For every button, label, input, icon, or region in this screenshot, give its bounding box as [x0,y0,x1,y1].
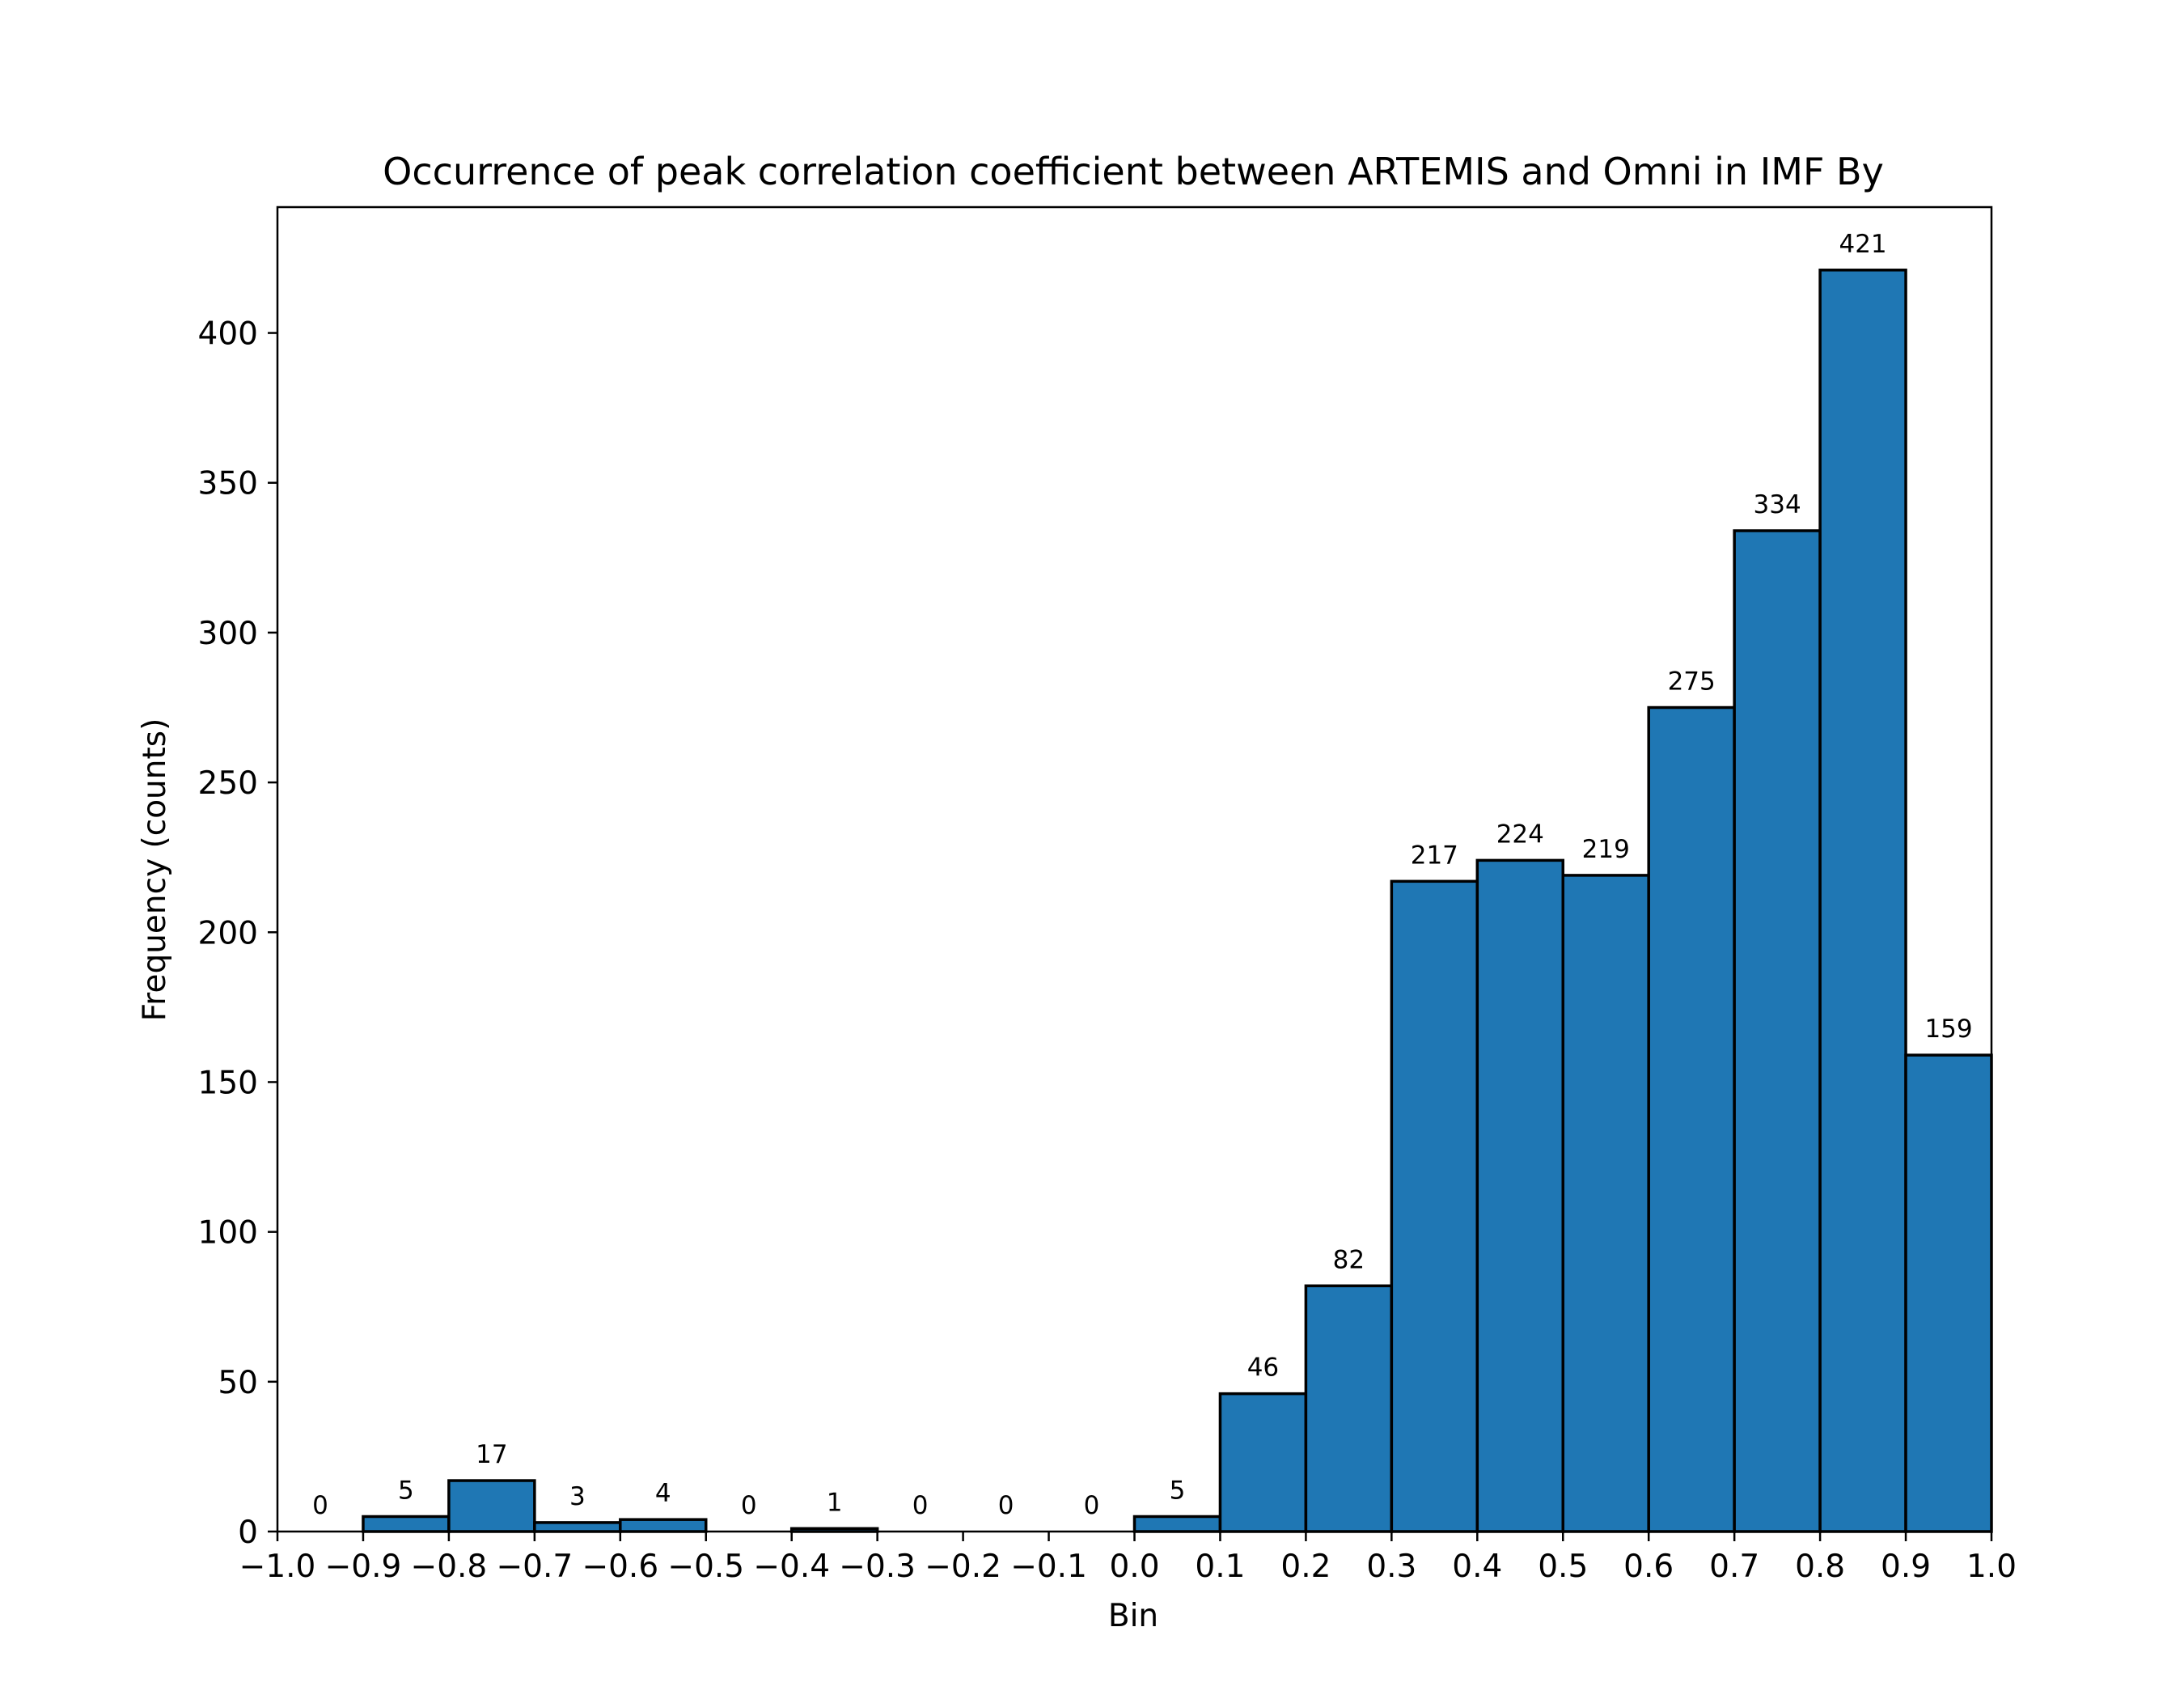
histogram-bar [619,1518,708,1533]
x-tick-label: −0.5 [667,1549,744,1585]
x-tick-label: −0.7 [496,1549,573,1585]
y-tick-label: 150 [198,1065,258,1101]
x-tick-label: −0.3 [839,1549,916,1585]
bar-value-label: 5 [398,1476,414,1505]
bar-value-label: 0 [741,1491,757,1520]
x-tick-label: 0.4 [1452,1549,1502,1585]
histogram-bar [1218,1392,1308,1533]
x-axis-label: Bin [1108,1598,1158,1634]
histogram-bar [1304,1284,1394,1533]
y-axis-label: Frequency (counts) [137,718,173,1022]
x-tick-label: 0.2 [1280,1549,1331,1585]
x-tick-label: 1.0 [1966,1549,2017,1585]
y-tick-label: 200 [198,915,258,951]
bar-value-label: 219 [1582,835,1630,864]
y-tick-label: 350 [198,466,258,502]
bar-value-label: 0 [912,1491,929,1520]
histogram-bar [1647,705,1736,1533]
x-tick-label: 0.8 [1795,1549,1845,1585]
x-tick-label: −0.2 [925,1549,1001,1585]
x-tick-label: −0.4 [753,1549,830,1585]
data-labels-layer: 0 5 17 3 4 0 1 0 0 0 5 46 82 217 224 219 275 334 421 159 [312,230,1973,1520]
bar-value-label: 0 [1084,1491,1100,1520]
bar-value-label: 17 [476,1440,507,1469]
histogram-bar [362,1515,451,1533]
bar-value-label: 217 [1411,841,1458,870]
y-tick-label: 100 [198,1215,258,1252]
bar-value-label: 82 [1333,1245,1365,1274]
histogram-bar [447,1479,536,1533]
x-tick-label: −0.6 [582,1549,658,1585]
bar-value-label: 159 [1924,1015,1972,1044]
y-tick-label: 0 [238,1515,258,1551]
x-tick-label: 0.7 [1709,1549,1759,1585]
histogram-bar [1904,1053,1993,1533]
x-tick-label: −1.0 [239,1549,316,1585]
bar-value-label: 5 [1170,1476,1186,1505]
bar-value-label: 3 [569,1482,586,1511]
x-tick-label: 0.3 [1366,1549,1416,1585]
histogram-bar [1132,1515,1222,1533]
x-tick-label: 0.1 [1195,1549,1245,1585]
histogram-bar [1475,858,1565,1533]
y-tick-label: 50 [218,1365,258,1401]
bar-value-label: 0 [312,1491,328,1520]
bar-value-label: 224 [1496,820,1544,849]
bar-value-label: 0 [998,1491,1014,1520]
y-tick-label: 400 [198,316,258,353]
histogram-bar [1561,874,1650,1533]
histogram-bar [1733,529,1822,1533]
histogram-bar [1390,879,1479,1533]
y-tick-label: 300 [198,616,258,652]
histogram-bar [533,1521,622,1533]
x-tick-label: −0.9 [325,1549,402,1585]
bar-value-label: 334 [1754,490,1801,519]
bar-value-label: 421 [1839,230,1886,259]
bar-value-label: 275 [1668,667,1716,697]
x-tick-label: 0.0 [1109,1549,1159,1585]
y-tick-label: 250 [198,765,258,802]
x-tick-label: −0.1 [1010,1549,1087,1585]
bars-layer [362,269,1993,1533]
x-tick-label: 0.9 [1881,1549,1931,1585]
x-tick-label: −0.8 [411,1549,488,1585]
bar-value-label: 46 [1247,1354,1279,1383]
bar-value-label: 1 [827,1488,843,1517]
axes-layer: −1.0 −0.9 −0.8 −0.7 −0.6 −0.5 −0.4 −0.3 −0.2 −0.1… [198,205,2017,1585]
x-tick-label: 0.6 [1623,1549,1674,1585]
chart-title: Occurrence of peak correlation coefficie… [383,150,1884,193]
bar-value-label: 4 [655,1479,671,1508]
x-tick-label: 0.5 [1538,1549,1588,1585]
histogram-bar [1818,269,1907,1533]
